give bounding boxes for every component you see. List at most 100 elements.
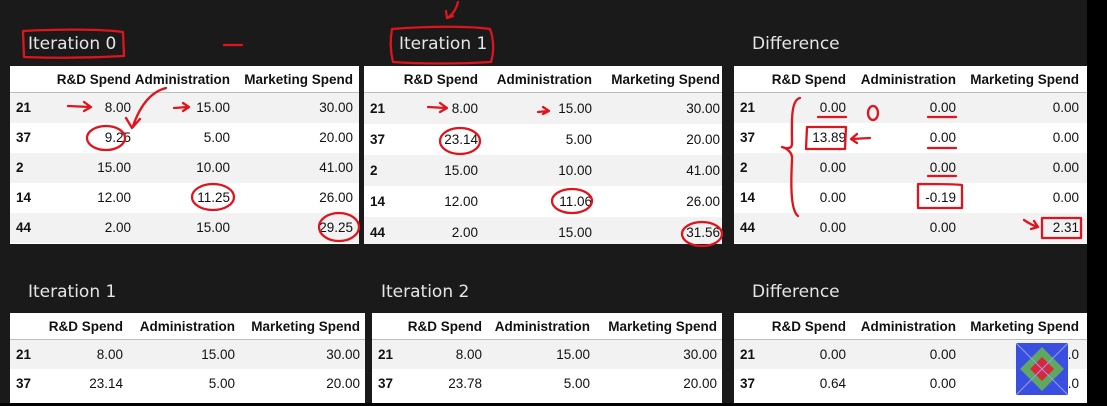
table-row: 21 8.00 15.00 30.00 <box>10 93 359 123</box>
row-index: 2 <box>740 160 748 175</box>
table-cell: 30.00 <box>319 100 353 115</box>
table-cell: 0.00 <box>819 100 846 115</box>
table-cell: 8.00 <box>104 100 131 115</box>
table-cell: 8.00 <box>451 100 478 116</box>
row-index: 14 <box>16 190 32 205</box>
table-row: 37 23.14 5.00 20.00 <box>364 124 722 155</box>
table-row: 44 2.00 15.00 29.25 <box>10 213 359 243</box>
table-cell: 0.00 <box>929 100 956 115</box>
table-cell: 30.00 <box>686 100 720 116</box>
table-row: 21 8.00 15.00 30.00 <box>372 340 722 369</box>
table-cell: 5.00 <box>565 131 592 147</box>
column-header: Marketing Spend <box>611 71 720 87</box>
table-cell: 0.00 <box>819 220 846 235</box>
table-cell: 2.00 <box>451 224 478 240</box>
column-header: Marketing Spend <box>970 71 1079 87</box>
table-iteration-0: R&D Spend Administration Marketing Spend 21… <box>10 66 359 244</box>
table-cell: 8.00 <box>455 346 482 362</box>
table-header <box>734 66 1087 93</box>
table-cell: 23.78 <box>448 375 482 391</box>
table-cell: 15.00 <box>556 346 590 362</box>
table-row: 37 23.78 5.00 20.00 <box>372 369 722 398</box>
row-index: 21 <box>378 346 394 362</box>
row-index: 14 <box>370 193 386 209</box>
table-iteration-2: R&D Spend Administration Marketing Spend 21… <box>372 313 722 403</box>
row-index: 21 <box>16 346 32 362</box>
row-index: 14 <box>740 190 756 205</box>
column-header: Marketing Spend <box>970 318 1079 334</box>
table-cell: 23.14 <box>444 131 478 147</box>
table-cell: 0.00 <box>929 375 956 391</box>
table-cell: 26.00 <box>319 190 353 205</box>
table-cell: 20.00 <box>686 131 720 147</box>
table-cell: 0.00 <box>819 346 846 362</box>
table-cell: 11.25 <box>197 190 230 205</box>
row-index: 21 <box>740 100 756 115</box>
column-header: R&D Spend <box>771 71 846 87</box>
table-cell: 0.64 <box>819 375 846 391</box>
table-cell: 23.14 <box>89 375 123 391</box>
table-cell: 0.00 <box>1052 190 1079 205</box>
table-cell: 0.00 <box>819 190 846 205</box>
table-cell: 2.31 <box>1052 220 1079 235</box>
table-row: 2 15.00 10.00 41.00 <box>10 153 359 183</box>
title-iteration-1: Iteration 1 <box>399 34 488 54</box>
table-row: 37 13.89 0.00 0.00 <box>734 123 1087 153</box>
table-cell: 31.56 <box>686 224 720 240</box>
row-index: 37 <box>378 375 394 391</box>
column-header: R&D Spend <box>771 318 846 334</box>
table-cell: 9.25 <box>104 130 131 145</box>
watermark-logo <box>1016 343 1068 395</box>
row-index: 21 <box>740 346 756 362</box>
column-header: Marketing Spend <box>608 318 717 334</box>
column-header: Marketing Spend <box>244 71 353 87</box>
table-row: 14 12.00 11.25 26.00 <box>10 183 359 213</box>
table-header <box>364 66 722 93</box>
row-index: 37 <box>16 130 32 145</box>
row-index: 21 <box>16 100 32 115</box>
table-header <box>10 313 365 340</box>
table-cell: 12.00 <box>444 193 478 209</box>
table-cell: 29.25 <box>319 220 353 235</box>
row-index: 44 <box>740 220 756 235</box>
table-iteration-1-bottom: R&D Spend Administration Marketing Spend 21… <box>10 313 365 403</box>
table-cell: 0.00 <box>929 346 956 362</box>
title-difference-bottom: Difference <box>752 282 840 302</box>
table-row: 44 0.00 0.00 2.31 <box>734 213 1087 243</box>
table-cell: 41.00 <box>686 162 720 178</box>
column-header: Administration <box>134 71 230 87</box>
column-header: Administration <box>494 318 590 334</box>
table-row: 21 8.00 15.00 30.00 <box>10 340 365 369</box>
table-cell: 0.00 <box>929 160 956 175</box>
table-cell: -0.19 <box>925 190 956 205</box>
table-cell: 5.00 <box>203 130 230 145</box>
table-cell: 20.00 <box>319 130 353 145</box>
table-cell: 30.00 <box>326 346 360 362</box>
row-index: 44 <box>16 220 32 235</box>
table-cell: 15.00 <box>558 224 592 240</box>
table-header <box>10 66 359 93</box>
table-row: 14 0.00 -0.19 0.00 <box>734 183 1087 213</box>
column-header: Administration <box>860 318 956 334</box>
table-row: 2 0.00 0.00 0.00 <box>734 153 1087 183</box>
row-index: 37 <box>370 131 386 147</box>
table-cell: 15.00 <box>558 100 592 116</box>
row-index: 37 <box>16 375 32 391</box>
table-cell: 20.00 <box>326 375 360 391</box>
title-iteration-0: Iteration 0 <box>28 34 117 54</box>
table-cell: 30.00 <box>683 346 717 362</box>
table-cell: 15.00 <box>196 100 230 115</box>
table-cell: 5.00 <box>563 375 590 391</box>
table-cell: 13.89 <box>812 130 846 145</box>
table-cell: 5.00 <box>208 375 235 391</box>
title-iteration-2: Iteration 2 <box>381 282 470 302</box>
table-cell: 15.00 <box>201 346 235 362</box>
table-cell: 10.00 <box>558 162 592 178</box>
table-row: 37 9.25 5.00 20.00 <box>10 123 359 153</box>
title-iteration-1-bottom: Iteration 1 <box>28 282 117 302</box>
table-cell: 12.00 <box>97 190 131 205</box>
table-cell: 2.00 <box>104 220 131 235</box>
row-index: 37 <box>740 375 756 391</box>
column-header: R&D Spend <box>403 71 478 87</box>
row-index: 2 <box>370 162 378 178</box>
